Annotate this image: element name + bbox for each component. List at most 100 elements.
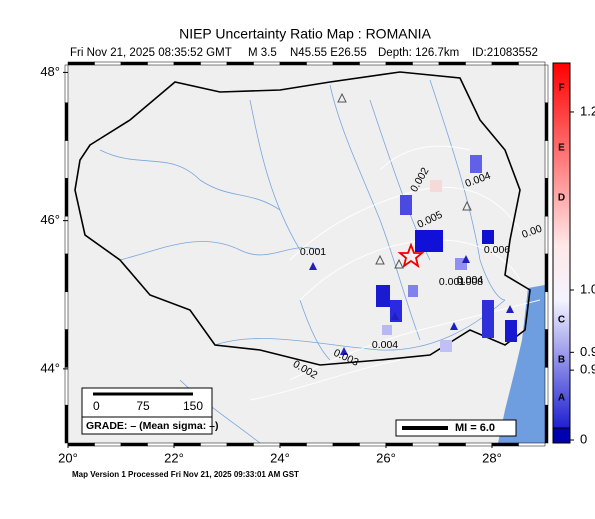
colorbar-tick-label: 1.0 — [580, 281, 595, 296]
frame-segment — [64, 404, 69, 444]
land — [68, 65, 545, 443]
frame-segment — [491, 61, 519, 66]
frame-segment — [200, 442, 228, 447]
frame-segment — [385, 442, 413, 447]
grade-letter: B — [558, 355, 565, 366]
frame-segment — [120, 442, 148, 447]
frame-segment — [359, 442, 387, 447]
frame-segment — [332, 442, 360, 447]
frame-segment — [518, 442, 546, 447]
frame-segment — [412, 442, 440, 447]
contour-label: 0.001 — [439, 276, 465, 288]
magnitude: M 3.5 — [248, 47, 277, 59]
contour-labels: 0.0010.0020.0050.0040.0040.0030.0020.004… — [291, 165, 544, 381]
colorbar — [552, 62, 571, 444]
frame-segment — [64, 329, 69, 368]
frame-segment — [544, 329, 549, 368]
frame-segment — [67, 442, 95, 447]
frame-segment — [67, 61, 95, 66]
lat-tick-label: 46° — [40, 212, 60, 227]
frame-segment — [147, 442, 175, 447]
frame-segment — [64, 140, 69, 179]
colorbar-tick-label: 0 — [580, 431, 587, 446]
frame-segment — [64, 253, 69, 293]
frame-segment — [64, 102, 69, 141]
frame-segment — [544, 102, 549, 141]
grid-cells — [376, 155, 517, 352]
grade-letter: D — [558, 193, 565, 204]
frame-segment — [64, 64, 69, 104]
epicenter — [397, 242, 425, 269]
grade-letter: E — [558, 143, 565, 154]
lon-tick-label: 26° — [376, 450, 396, 465]
lat-tick-label: 48° — [40, 64, 60, 79]
frame-segment — [544, 64, 549, 104]
frame-segment — [544, 367, 549, 406]
frame-segment — [94, 61, 122, 66]
frame-segment — [64, 291, 69, 330]
frame-segment — [544, 253, 549, 293]
stations-offline — [337, 92, 472, 269]
lon-tick-label: 28° — [482, 450, 502, 465]
map-area — [68, 65, 545, 443]
frame-segment — [332, 61, 360, 66]
frame-segment — [147, 61, 175, 66]
frame-segment — [64, 178, 69, 217]
lon-tick-label: 22° — [164, 450, 184, 465]
colorbar-ticks: 1.2 1.0 0.9 0.9 0 F E D C B A — [558, 83, 595, 447]
frame-segment — [64, 215, 69, 255]
frame-segment — [412, 61, 440, 66]
contour-label: 0.006 — [484, 244, 510, 256]
frame-segment — [544, 140, 549, 179]
title: NIEP Uncertainty Ratio Map : ROMANIA — [179, 26, 431, 42]
romania-border — [74, 71, 531, 366]
lon-tick-label: 20° — [58, 450, 78, 465]
mi-legend: MI = 6.0 — [395, 419, 517, 437]
frame-segment — [253, 442, 281, 447]
event-time: Fri Nov 21, 2025 08:35:52 GMT — [70, 47, 232, 59]
grade-letter: C — [558, 315, 565, 326]
frame-segment — [544, 215, 549, 255]
frame-segment — [173, 61, 201, 66]
frame-segment — [120, 61, 148, 66]
contour-label: 0.004 — [372, 339, 398, 351]
stations — [309, 255, 514, 355]
frame-segment — [226, 442, 254, 447]
frame-segment — [173, 442, 201, 447]
frame-segment — [279, 442, 307, 447]
grade: GRADE: – (Mean sigma: –) — [86, 420, 218, 432]
grade-letter: F — [558, 83, 564, 94]
grade-box — [81, 416, 213, 435]
depth: Depth: 126.7km — [378, 47, 459, 59]
frame-segment — [544, 291, 549, 330]
frame-segment — [306, 61, 334, 66]
frame-segment — [306, 442, 334, 447]
frame-segment — [491, 442, 519, 447]
scale-bar: GRADE: – (Mean sigma: –) 0 75 150 — [81, 387, 218, 435]
colorbar-tick-label: 0.9 — [580, 344, 595, 359]
frame-segment — [438, 61, 466, 66]
frame-segment — [544, 178, 549, 217]
lat-tick-label: 44° — [40, 360, 60, 375]
footer: Map Version 1 Processed Fri Nov 21, 2025… — [72, 470, 299, 479]
colorbar-tick-label: 0.9 — [580, 362, 595, 377]
map-frame: 20° 22° 24° 26° 28° 44° 46° 48° — [40, 61, 549, 465]
contour-label: 0.004 — [457, 274, 483, 286]
frame-segment — [64, 367, 69, 406]
frame-segment — [359, 61, 387, 66]
frame-segment — [94, 442, 122, 447]
frame-segment — [385, 61, 413, 66]
mi-box — [395, 419, 517, 437]
frame-segment — [226, 61, 254, 66]
frame-segment — [465, 442, 493, 447]
scale-label: 75 — [136, 399, 150, 413]
frame-segment — [465, 61, 493, 66]
location: N45.55 E26.55 — [290, 47, 367, 59]
frame-segment — [200, 61, 228, 66]
colorbar-tick-label: 1.2 — [580, 103, 595, 118]
contour-label: 0.008 — [457, 276, 483, 288]
scale-label: 0 — [93, 399, 100, 413]
frame-segment — [518, 61, 546, 66]
frame-segment — [253, 61, 281, 66]
